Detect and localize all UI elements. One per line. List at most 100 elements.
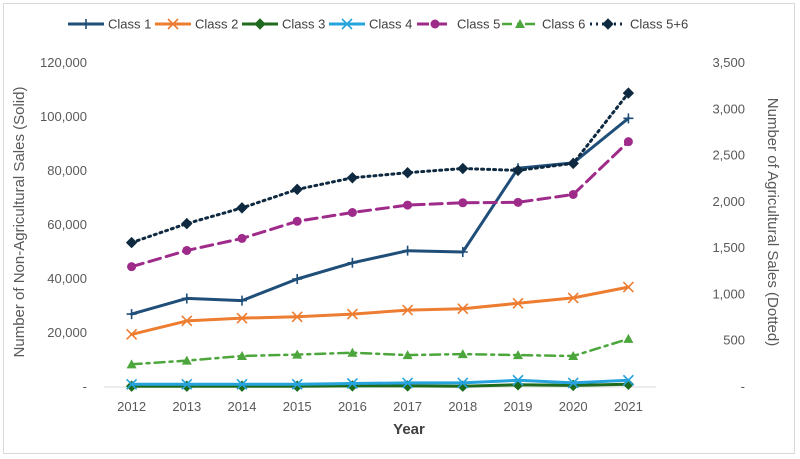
left-y-tick-label: 120,000 xyxy=(40,55,87,70)
data-point-class-4 xyxy=(126,378,138,390)
data-point-class-5-plus-6 xyxy=(567,157,579,170)
right-y-axis: - 500 1,000 1,500 2,000 2,500 3,000 3,500 xyxy=(712,55,745,394)
left-y-tick-label: - xyxy=(83,379,87,394)
data-point-class-1 xyxy=(237,295,247,306)
data-point-class-1 xyxy=(347,257,358,268)
data-point-class-5-plus-6 xyxy=(346,172,359,184)
data-point-class-2 xyxy=(402,304,414,316)
data-point-class-5 xyxy=(568,189,578,199)
data-point-class-5-plus-6 xyxy=(291,183,303,196)
legend-entry-class-3: Class 3 xyxy=(242,17,325,32)
data-point-class-5-plus-6 xyxy=(457,162,469,175)
legend-marker xyxy=(81,19,91,29)
legend-entry-class-1: Class 1 xyxy=(68,17,151,32)
data-point-class-6 xyxy=(347,347,358,357)
series-class-4 xyxy=(126,374,634,390)
data-point-class-3 xyxy=(181,380,193,392)
series-class-6 xyxy=(126,333,634,369)
series-line-class-5 xyxy=(130,140,630,269)
data-point-class-2 xyxy=(236,312,248,324)
x-tick-label: 2020 xyxy=(559,399,588,414)
data-point-class-5 xyxy=(347,208,357,218)
series-line-class-1 xyxy=(130,116,630,316)
data-point-class-4 xyxy=(346,377,358,390)
data-point-class-4 xyxy=(622,374,634,386)
legend-label: Class 6 xyxy=(542,17,585,32)
x-tick-label: 2014 xyxy=(228,399,257,414)
right-y-tick-label: 2,500 xyxy=(712,148,745,163)
x-tick-label: 2012 xyxy=(117,399,146,414)
data-point-class-1 xyxy=(181,293,192,304)
data-point-class-5-plus-6 xyxy=(236,202,248,214)
data-point-class-4 xyxy=(457,377,469,389)
data-point-class-5-plus-6 xyxy=(512,164,524,177)
data-point-class-6 xyxy=(237,350,247,360)
x-tick-label: 2019 xyxy=(504,399,533,414)
data-point-class-5-plus-6 xyxy=(181,217,193,230)
left-y-tick-label: 100,000 xyxy=(40,109,87,124)
legend-label: Class 4 xyxy=(369,17,412,32)
series-layer xyxy=(125,87,635,392)
legend-marker xyxy=(167,18,179,30)
legend-label: Class 1 xyxy=(108,17,151,32)
legend-entry-class-6: Class 6 xyxy=(502,17,585,32)
x-tick-label: 2021 xyxy=(614,399,643,414)
data-point-class-5 xyxy=(292,216,302,226)
right-y-tick-label: - xyxy=(741,379,745,394)
data-point-class-2 xyxy=(622,281,634,293)
data-point-class-1 xyxy=(292,274,303,284)
right-y-axis-title: Number of Agricultural Sales (Dotted) xyxy=(764,98,781,346)
data-point-class-5-plus-6 xyxy=(622,87,635,99)
x-tick-label: 2013 xyxy=(172,399,201,414)
data-point-class-3 xyxy=(291,380,303,392)
data-point-class-1 xyxy=(126,309,137,320)
series-line-class-4 xyxy=(130,378,630,386)
left-y-axis: - 20,000 40,000 60,000 80,000 100,000 120,000 xyxy=(40,55,87,394)
data-point-class-1 xyxy=(402,245,413,256)
left-y-axis-title: Number of Non-Agricultural Sales (Solid) xyxy=(11,87,28,358)
data-point-class-4 xyxy=(512,374,524,386)
right-y-tick-label: 1,500 xyxy=(712,240,745,255)
data-point-class-6 xyxy=(513,350,523,360)
right-y-tick-label: 1,000 xyxy=(712,286,745,301)
data-point-class-5 xyxy=(513,197,523,207)
right-y-tick-label: 2,000 xyxy=(712,194,745,209)
series-class-5-plus-6 xyxy=(125,87,635,249)
data-point-class-1 xyxy=(623,113,634,124)
x-tick-label: 2018 xyxy=(448,399,477,414)
legend-entry-class-5-plus-6: Class 5+6 xyxy=(590,17,688,32)
data-point-class-4 xyxy=(402,377,414,389)
legend-marker xyxy=(515,19,525,28)
data-point-class-5-plus-6 xyxy=(401,166,414,179)
x-tick-label: 2016 xyxy=(338,399,367,414)
data-point-class-6 xyxy=(457,349,468,359)
legend-marker xyxy=(430,19,440,29)
data-point-class-3 xyxy=(236,380,248,392)
legend-marker xyxy=(254,18,266,30)
data-point-class-2 xyxy=(291,311,303,323)
legend-label: Class 5 xyxy=(457,17,500,32)
data-point-class-6 xyxy=(623,333,634,343)
data-point-class-4 xyxy=(236,378,248,390)
data-point-class-2 xyxy=(457,303,469,315)
legend-marker xyxy=(341,18,353,30)
series-class-5 xyxy=(127,137,633,272)
data-point-class-3 xyxy=(125,380,138,392)
legend-label: Class 5+6 xyxy=(630,17,688,32)
right-y-tick-label: 3,000 xyxy=(712,101,745,116)
data-point-class-5 xyxy=(127,262,137,272)
legend: Class 1 Class 2 Class 3 Class 4 Class 5 Class… xyxy=(68,17,688,32)
right-y-tick-label: 3,500 xyxy=(712,55,745,70)
data-point-class-6 xyxy=(126,359,137,369)
series-line-class-6 xyxy=(130,337,630,366)
series-line-class-3 xyxy=(130,382,630,388)
data-point-class-2 xyxy=(567,292,579,304)
left-y-tick-label: 60,000 xyxy=(47,217,87,232)
data-point-class-2 xyxy=(126,328,138,340)
data-point-class-4 xyxy=(567,377,579,389)
data-point-class-5 xyxy=(237,233,247,243)
data-point-class-6 xyxy=(181,355,192,365)
x-axis-title: Year xyxy=(393,421,425,438)
data-point-class-5 xyxy=(182,245,192,255)
